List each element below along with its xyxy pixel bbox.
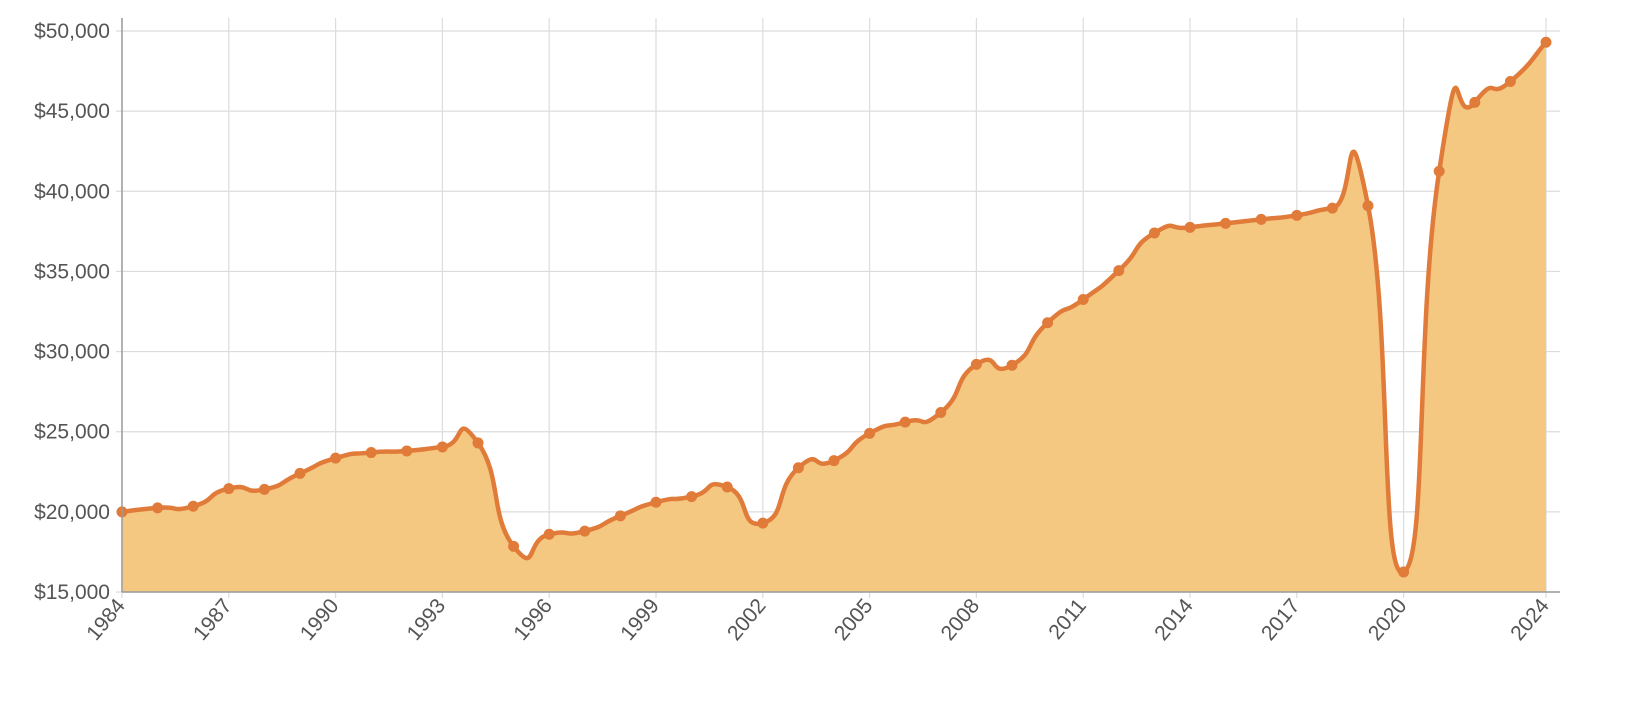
data-point[interactable]: [1291, 209, 1303, 221]
data-point[interactable]: [187, 500, 199, 512]
x-tick-label: 1999: [616, 594, 664, 645]
data-point[interactable]: [935, 406, 947, 418]
x-tick-label: 2005: [830, 594, 878, 645]
data-point[interactable]: [792, 462, 804, 474]
data-point[interactable]: [579, 525, 591, 537]
data-point[interactable]: [614, 510, 626, 522]
y-tick-label: $45,000: [34, 100, 110, 123]
data-point[interactable]: [686, 491, 698, 503]
data-point[interactable]: [1433, 165, 1445, 177]
x-tick-label: 2017: [1257, 594, 1305, 645]
data-point[interactable]: [294, 467, 306, 479]
data-point[interactable]: [508, 540, 520, 552]
data-point[interactable]: [223, 483, 235, 495]
data-point[interactable]: [1077, 293, 1089, 305]
data-point[interactable]: [1113, 265, 1125, 277]
y-tick-label: $40,000: [34, 180, 110, 203]
x-tick-label: 2024: [1506, 594, 1554, 645]
x-tick-label: 2002: [723, 594, 771, 645]
y-tick-label: $20,000: [34, 501, 110, 524]
data-point[interactable]: [401, 445, 413, 457]
data-point[interactable]: [436, 441, 448, 453]
data-point[interactable]: [1184, 221, 1196, 233]
data-point[interactable]: [1006, 359, 1018, 371]
y-tick-label: $50,000: [34, 20, 110, 43]
data-point[interactable]: [650, 496, 662, 508]
y-tick-label: $30,000: [34, 341, 110, 364]
data-point[interactable]: [1469, 96, 1481, 108]
data-points-layer: [116, 36, 1552, 578]
series-area-fill: [122, 42, 1546, 593]
x-tick-label: 2008: [937, 594, 985, 645]
x-tick-label: 1996: [509, 594, 557, 645]
data-point[interactable]: [1540, 36, 1552, 48]
data-point[interactable]: [757, 517, 769, 529]
x-tick-label: 1993: [403, 594, 451, 645]
data-point[interactable]: [899, 416, 911, 428]
data-point[interactable]: [152, 502, 164, 514]
data-point[interactable]: [1148, 227, 1160, 239]
data-point[interactable]: [543, 528, 555, 540]
data-point[interactable]: [365, 447, 377, 459]
x-tick-label: 1990: [296, 594, 344, 645]
data-point[interactable]: [828, 455, 840, 467]
data-point[interactable]: [864, 427, 876, 439]
x-axis-tick-labels: 1984 1987 1990 1993 1996 1999 2002 2005 2008 2011…: [82, 594, 1554, 645]
data-point[interactable]: [258, 483, 270, 495]
data-point[interactable]: [1504, 75, 1516, 87]
axes: [121, 18, 1560, 593]
data-point[interactable]: [1220, 217, 1232, 229]
y-axis-tick-labels: $15,000 $20,000 $25,000 $30,000 $35,000 $40,0…: [34, 20, 110, 604]
data-point[interactable]: [970, 358, 982, 370]
data-point[interactable]: [1042, 317, 1054, 329]
data-point[interactable]: [1255, 213, 1267, 225]
y-tick-label: $15,000: [34, 581, 110, 604]
data-point[interactable]: [472, 437, 484, 449]
area-fill-layer: [122, 42, 1546, 593]
data-point[interactable]: [330, 452, 342, 464]
data-point[interactable]: [721, 481, 733, 493]
data-point[interactable]: [1398, 566, 1410, 578]
x-tick-label: 2014: [1150, 594, 1198, 645]
x-tick-label: 1987: [189, 594, 237, 645]
x-tick-label: 2011: [1044, 594, 1091, 643]
y-tick-label: $25,000: [34, 421, 110, 444]
data-point[interactable]: [1326, 202, 1338, 214]
y-tick-label: $35,000: [34, 260, 110, 283]
x-tick-label: 2020: [1364, 594, 1412, 645]
data-point[interactable]: [1362, 200, 1374, 212]
